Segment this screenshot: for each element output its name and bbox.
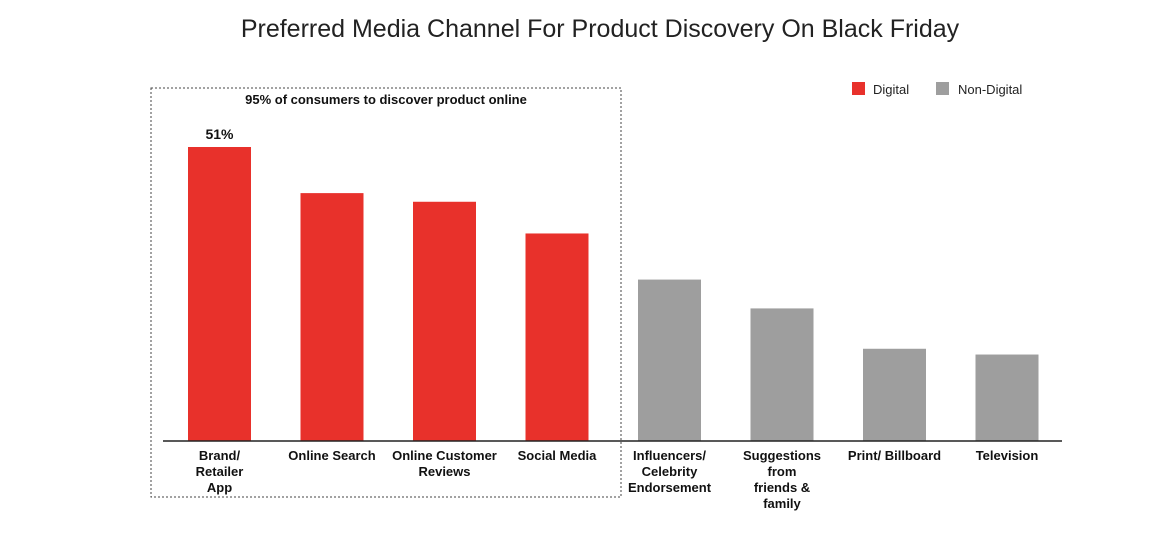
bar-2 bbox=[413, 201, 476, 441]
category-label-7-line-0: Television bbox=[976, 448, 1039, 463]
category-label-5-line-1: from bbox=[768, 464, 797, 479]
category-label-1-line-0: Online Search bbox=[288, 448, 375, 463]
category-label-2-line-1: Reviews bbox=[418, 464, 470, 479]
category-label-5-line-2: friends & bbox=[754, 480, 810, 495]
category-label-3-line-0: Social Media bbox=[518, 448, 598, 463]
category-label-0-line-2: App bbox=[207, 480, 232, 495]
category-label-5-line-3: family bbox=[763, 496, 801, 511]
category-label-0-line-0: Brand/ bbox=[199, 448, 241, 463]
bar-1 bbox=[300, 193, 364, 441]
bar-4 bbox=[638, 279, 701, 441]
chart-title: Preferred Media Channel For Product Disc… bbox=[241, 15, 960, 43]
bar-5 bbox=[750, 308, 814, 441]
bar-6 bbox=[863, 348, 926, 441]
legend-label-digital: Digital bbox=[873, 82, 909, 97]
bar-3 bbox=[525, 233, 589, 441]
category-label-0-line-1: Retailer bbox=[196, 464, 244, 479]
category-label-6-line-0: Print/ Billboard bbox=[848, 448, 941, 463]
legend-label-non-digital: Non-Digital bbox=[958, 82, 1022, 97]
legend: Digital Non-Digital bbox=[852, 82, 1022, 97]
data-label-0: 51% bbox=[205, 126, 234, 142]
category-label-4-line-2: Endorsement bbox=[628, 480, 712, 495]
category-label-4-line-1: Celebrity bbox=[642, 464, 698, 479]
digital-group-box bbox=[150, 87, 622, 498]
legend-swatch-non-digital bbox=[936, 82, 949, 95]
bar-0 bbox=[188, 147, 251, 441]
bar-7 bbox=[975, 354, 1039, 441]
category-label-2-line-0: Online Customer bbox=[392, 448, 497, 463]
digital-group-annotation: 95% of consumers to discover product onl… bbox=[245, 92, 527, 107]
category-label-5-line-0: Suggestions bbox=[743, 448, 821, 463]
legend-swatch-digital bbox=[852, 82, 865, 95]
category-label-4-line-0: Influencers/ bbox=[633, 448, 706, 463]
